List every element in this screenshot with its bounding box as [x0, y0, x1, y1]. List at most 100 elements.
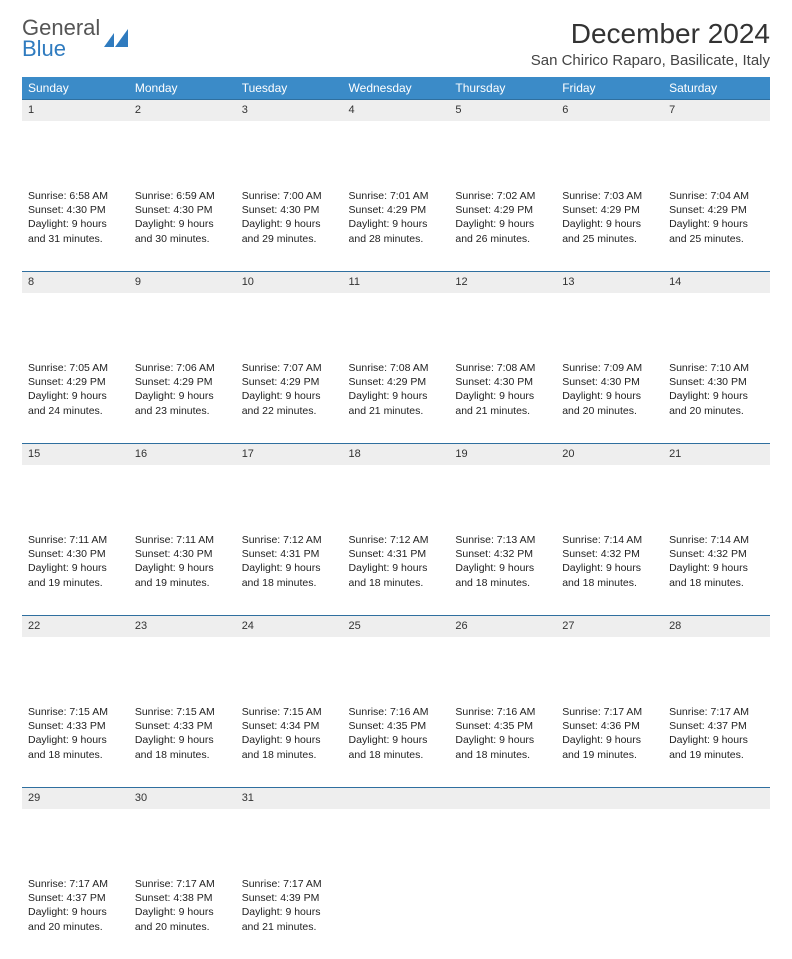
calendar-cell-body: Sunrise: 7:08 AMSunset: 4:29 PMDaylight:… — [343, 357, 450, 443]
calendar-cell-body: Sunrise: 7:00 AMSunset: 4:30 PMDaylight:… — [236, 185, 343, 271]
calendar-cell-head: 4 — [343, 99, 450, 185]
day-content: Sunrise: 7:08 AMSunset: 4:30 PMDaylight:… — [449, 357, 556, 424]
calendar-table: SundayMondayTuesdayWednesdayThursdayFrid… — [22, 77, 770, 959]
calendar-cell-body: Sunrise: 7:17 AMSunset: 4:39 PMDaylight:… — [236, 873, 343, 959]
calendar-cell-body: Sunrise: 7:15 AMSunset: 4:33 PMDaylight:… — [129, 701, 236, 787]
calendar-cell-head: 3 — [236, 99, 343, 185]
day-content: Sunrise: 7:06 AMSunset: 4:29 PMDaylight:… — [129, 357, 236, 424]
day-content: Sunrise: 7:08 AMSunset: 4:29 PMDaylight:… — [343, 357, 450, 424]
day-header: Thursday — [449, 77, 556, 99]
day-content: Sunrise: 7:04 AMSunset: 4:29 PMDaylight:… — [663, 185, 770, 252]
day-number: 21 — [663, 443, 770, 465]
calendar-cell-body: Sunrise: 7:16 AMSunset: 4:35 PMDaylight:… — [343, 701, 450, 787]
calendar-cell-head: 28 — [663, 615, 770, 701]
day-number: 3 — [236, 99, 343, 121]
day-number: 16 — [129, 443, 236, 465]
day-header: Sunday — [22, 77, 129, 99]
day-content: Sunrise: 6:58 AMSunset: 4:30 PMDaylight:… — [22, 185, 129, 252]
calendar-cell-head: 24 — [236, 615, 343, 701]
day-content: Sunrise: 7:07 AMSunset: 4:29 PMDaylight:… — [236, 357, 343, 424]
day-number: 17 — [236, 443, 343, 465]
calendar-cell-head: 12 — [449, 271, 556, 357]
day-number: 29 — [22, 787, 129, 809]
calendar-cell-head — [449, 787, 556, 873]
day-number: 10 — [236, 271, 343, 293]
day-content: Sunrise: 7:14 AMSunset: 4:32 PMDaylight:… — [556, 529, 663, 596]
day-number: 8 — [22, 271, 129, 293]
calendar-cell-body: Sunrise: 7:11 AMSunset: 4:30 PMDaylight:… — [22, 529, 129, 615]
day-number — [663, 787, 770, 809]
day-number: 7 — [663, 99, 770, 121]
day-content: Sunrise: 7:02 AMSunset: 4:29 PMDaylight:… — [449, 185, 556, 252]
calendar-cell-head: 17 — [236, 443, 343, 529]
day-number: 6 — [556, 99, 663, 121]
day-number: 24 — [236, 615, 343, 637]
calendar-cell-body: Sunrise: 7:07 AMSunset: 4:29 PMDaylight:… — [236, 357, 343, 443]
calendar-cell-head: 31 — [236, 787, 343, 873]
day-content: Sunrise: 7:11 AMSunset: 4:30 PMDaylight:… — [129, 529, 236, 596]
calendar-cell-body — [449, 873, 556, 959]
header: General Blue December 2024 San Chirico R… — [22, 18, 770, 69]
calendar-cell-head: 27 — [556, 615, 663, 701]
calendar-cell-body — [556, 873, 663, 959]
day-number: 23 — [129, 615, 236, 637]
day-number: 15 — [22, 443, 129, 465]
day-number: 22 — [22, 615, 129, 637]
calendar-cell-body: Sunrise: 7:17 AMSunset: 4:37 PMDaylight:… — [663, 701, 770, 787]
calendar-cell-head: 1 — [22, 99, 129, 185]
day-content: Sunrise: 7:16 AMSunset: 4:35 PMDaylight:… — [449, 701, 556, 768]
day-content: Sunrise: 7:12 AMSunset: 4:31 PMDaylight:… — [343, 529, 450, 596]
day-content — [449, 873, 556, 883]
calendar-cell-body: Sunrise: 7:01 AMSunset: 4:29 PMDaylight:… — [343, 185, 450, 271]
day-number: 26 — [449, 615, 556, 637]
day-number: 14 — [663, 271, 770, 293]
calendar-cell-body: Sunrise: 7:16 AMSunset: 4:35 PMDaylight:… — [449, 701, 556, 787]
calendar-cell-body: Sunrise: 7:02 AMSunset: 4:29 PMDaylight:… — [449, 185, 556, 271]
day-content: Sunrise: 7:09 AMSunset: 4:30 PMDaylight:… — [556, 357, 663, 424]
day-header: Tuesday — [236, 77, 343, 99]
day-number: 25 — [343, 615, 450, 637]
calendar-cell-head: 25 — [343, 615, 450, 701]
calendar-cell-body — [343, 873, 450, 959]
calendar-cell-body: Sunrise: 7:08 AMSunset: 4:30 PMDaylight:… — [449, 357, 556, 443]
calendar-cell-head: 13 — [556, 271, 663, 357]
calendar-cell-body: Sunrise: 7:04 AMSunset: 4:29 PMDaylight:… — [663, 185, 770, 271]
day-content — [663, 873, 770, 883]
calendar-head: SundayMondayTuesdayWednesdayThursdayFrid… — [22, 77, 770, 99]
calendar-cell-body: Sunrise: 6:59 AMSunset: 4:30 PMDaylight:… — [129, 185, 236, 271]
calendar-cell-head: 23 — [129, 615, 236, 701]
day-header: Saturday — [663, 77, 770, 99]
day-content: Sunrise: 7:03 AMSunset: 4:29 PMDaylight:… — [556, 185, 663, 252]
calendar-cell-head: 2 — [129, 99, 236, 185]
day-content: Sunrise: 7:00 AMSunset: 4:30 PMDaylight:… — [236, 185, 343, 252]
day-number: 1 — [22, 99, 129, 121]
calendar-cell-body: Sunrise: 7:03 AMSunset: 4:29 PMDaylight:… — [556, 185, 663, 271]
day-number: 11 — [343, 271, 450, 293]
day-content: Sunrise: 6:59 AMSunset: 4:30 PMDaylight:… — [129, 185, 236, 252]
day-content: Sunrise: 7:15 AMSunset: 4:33 PMDaylight:… — [129, 701, 236, 768]
day-content: Sunrise: 7:14 AMSunset: 4:32 PMDaylight:… — [663, 529, 770, 596]
day-content: Sunrise: 7:10 AMSunset: 4:30 PMDaylight:… — [663, 357, 770, 424]
calendar-cell-head: 6 — [556, 99, 663, 185]
calendar-cell-body: Sunrise: 7:12 AMSunset: 4:31 PMDaylight:… — [236, 529, 343, 615]
calendar-cell-body: Sunrise: 7:14 AMSunset: 4:32 PMDaylight:… — [663, 529, 770, 615]
calendar-cell-head: 29 — [22, 787, 129, 873]
calendar-cell-body: Sunrise: 6:58 AMSunset: 4:30 PMDaylight:… — [22, 185, 129, 271]
day-content: Sunrise: 7:05 AMSunset: 4:29 PMDaylight:… — [22, 357, 129, 424]
day-number — [343, 787, 450, 809]
day-number — [449, 787, 556, 809]
day-number: 9 — [129, 271, 236, 293]
calendar-cell-head — [343, 787, 450, 873]
day-number: 30 — [129, 787, 236, 809]
calendar-cell-body: Sunrise: 7:17 AMSunset: 4:37 PMDaylight:… — [22, 873, 129, 959]
day-number: 19 — [449, 443, 556, 465]
day-content — [343, 873, 450, 883]
calendar-cell-body: Sunrise: 7:17 AMSunset: 4:38 PMDaylight:… — [129, 873, 236, 959]
calendar-cell-body: Sunrise: 7:11 AMSunset: 4:30 PMDaylight:… — [129, 529, 236, 615]
calendar-cell-head — [556, 787, 663, 873]
calendar-cell-head: 9 — [129, 271, 236, 357]
day-content: Sunrise: 7:17 AMSunset: 4:39 PMDaylight:… — [236, 873, 343, 940]
day-number — [556, 787, 663, 809]
day-content: Sunrise: 7:12 AMSunset: 4:31 PMDaylight:… — [236, 529, 343, 596]
day-content: Sunrise: 7:17 AMSunset: 4:36 PMDaylight:… — [556, 701, 663, 768]
